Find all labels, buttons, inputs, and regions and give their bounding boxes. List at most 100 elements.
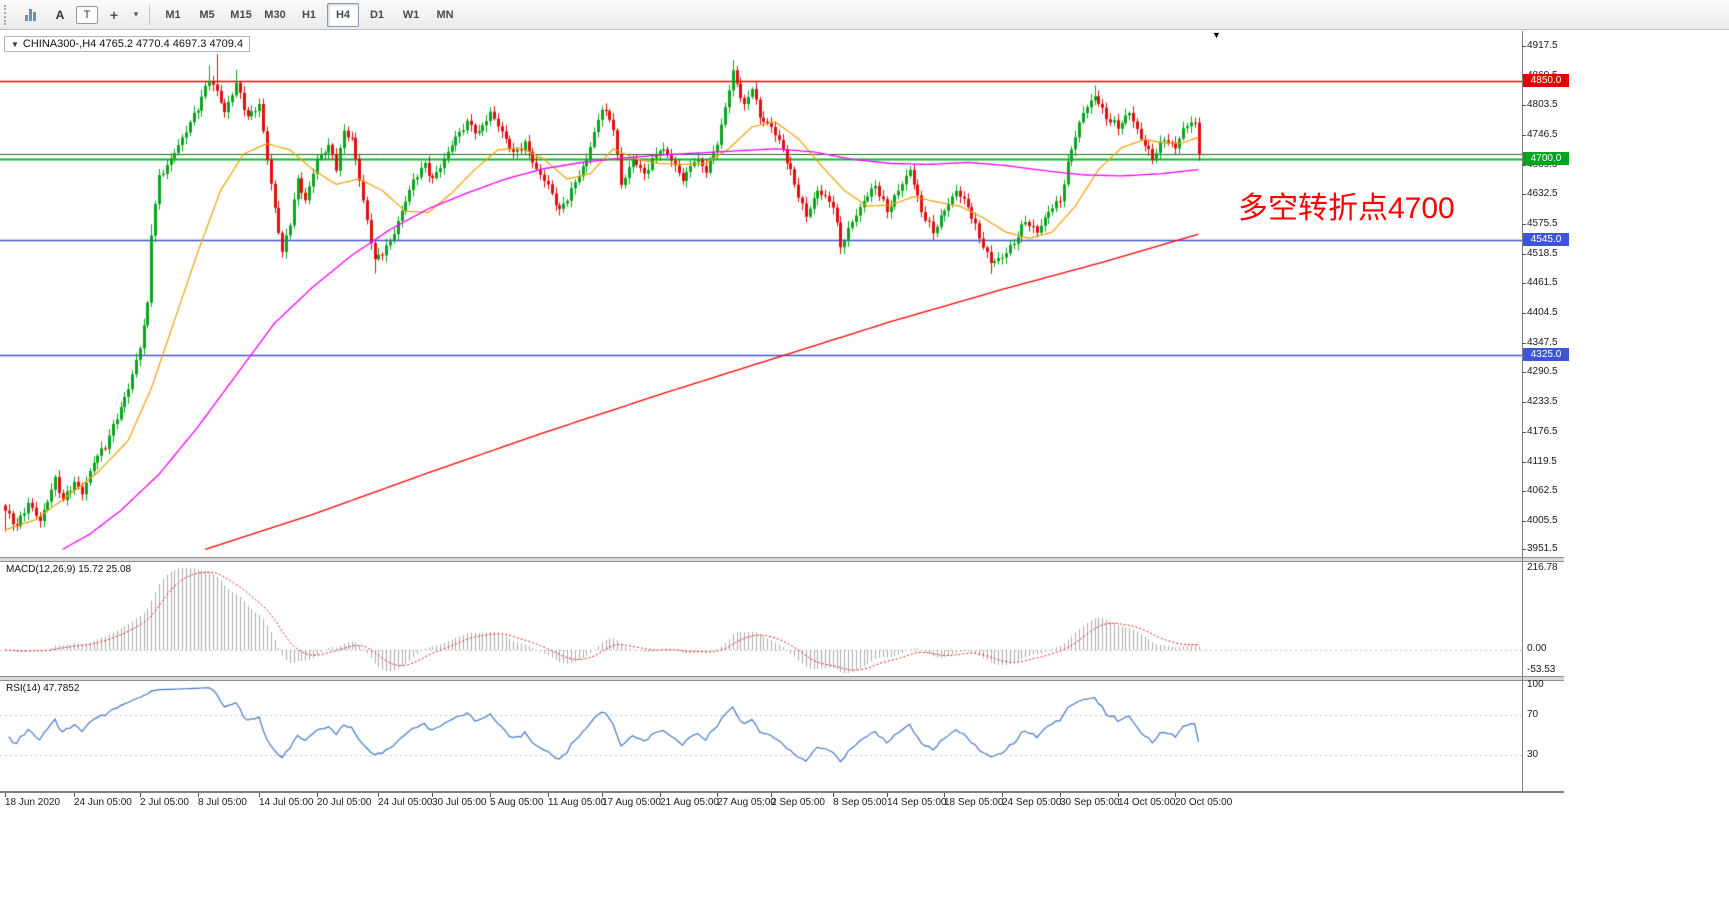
time-axis-label: 30 Jul 05:00 — [432, 797, 487, 808]
timeframe-button-m1[interactable]: M1 — [165, 8, 181, 21]
price-axis-tick — [1522, 135, 1526, 136]
timeframe-button-h1[interactable]: H1 — [301, 8, 317, 21]
price-axis-tick — [1522, 549, 1526, 550]
time-axis-label: 30 Sep 05:00 — [1060, 797, 1120, 808]
time-axis-label: 24 Jun 05:00 — [74, 797, 132, 808]
price-level-badge: 4325.0 — [1523, 348, 1569, 361]
price-axis-label: 4176.5 — [1527, 426, 1558, 437]
toolbar-drag-handle[interactable] — [4, 4, 10, 25]
time-axis-tick — [490, 793, 491, 797]
rsi-panel-canvas[interactable] — [0, 681, 1522, 791]
time-axis-tick — [140, 793, 141, 797]
collapse-triangle-icon[interactable]: ▼ — [11, 40, 19, 49]
timeframe-button-mn[interactable]: MN — [436, 8, 454, 21]
price-axis-tick — [1522, 46, 1526, 47]
time-axis-tick — [833, 793, 834, 797]
timeframe-button-d1[interactable]: D1 — [369, 8, 385, 21]
chart-title-text: CHINA300-,H4 4765.2 4770.4 4697.3 4709.4 — [22, 38, 244, 50]
chart-title-box: ▼ CHINA300-,H4 4765.2 4770.4 4697.3 4709.… — [4, 36, 251, 52]
time-axis-tick — [1002, 793, 1003, 797]
macd-indicator-label: MACD(12,26,9) 15.72 25.08 — [6, 564, 132, 575]
price-axis-label: 4746.5 — [1527, 129, 1558, 140]
price-axis-label: 4119.5 — [1527, 456, 1557, 467]
time-axis-tick — [771, 793, 772, 797]
time-axis-label: 21 Aug 05:00 — [660, 797, 719, 808]
chart-annotation-text: 多空转折点4700 — [1238, 192, 1455, 225]
timeframe-button-w1[interactable]: W1 — [402, 8, 420, 21]
panel-separator[interactable] — [0, 676, 1564, 681]
time-axis-line — [0, 791, 1564, 793]
time-axis-label: 2 Jul 05:00 — [140, 797, 189, 808]
time-axis-label: 27 Aug 05:00 — [717, 797, 776, 808]
crosshair-tool[interactable]: + — [109, 6, 119, 23]
price-axis-tick — [1522, 224, 1526, 225]
timeframe-button-group: M1 M5 M15 M30 H1 H4 D1 W1 MN — [156, 2, 462, 27]
time-axis-tick — [432, 793, 433, 797]
time-axis-tick — [548, 793, 549, 797]
time-axis-tick — [5, 793, 6, 797]
time-axis-tick — [1060, 793, 1061, 797]
price-level-badge: 4545.0 — [1523, 233, 1569, 246]
price-axis-tick — [1522, 313, 1526, 314]
text-box-tool[interactable]: T — [76, 5, 98, 24]
bar-chart-icon[interactable] — [16, 3, 44, 27]
price-axis-tick — [1522, 462, 1526, 463]
time-axis-tick — [74, 793, 75, 797]
price-axis-label: 4404.5 — [1527, 307, 1558, 318]
time-axis-tick — [378, 793, 379, 797]
time-axis-tick — [198, 793, 199, 797]
time-axis-tick — [944, 793, 945, 797]
price-axis-tick — [1522, 165, 1526, 166]
time-axis-label: 24 Sep 05:00 — [1002, 797, 1062, 808]
macd-axis-label: 0.00 — [1527, 643, 1547, 654]
macd-panel-canvas[interactable] — [0, 562, 1522, 676]
timeframe-button-m5[interactable]: M5 — [199, 8, 215, 21]
price-axis-label: 3951.5 — [1527, 543, 1558, 554]
macd-axis-label: -53.53 — [1527, 664, 1556, 675]
toolbar-separator — [149, 4, 150, 25]
text-label-tool[interactable]: A — [55, 7, 65, 22]
price-axis-tick — [1522, 491, 1526, 492]
time-axis-label: 17 Aug 05:00 — [602, 797, 661, 808]
timeframe-button-m30[interactable]: M30 — [264, 8, 286, 21]
scroll-position-icon[interactable]: ▼ — [1212, 30, 1221, 40]
time-axis-tick — [717, 793, 718, 797]
price-axis-tick — [1522, 105, 1526, 106]
rsi-axis-label: 30 — [1527, 749, 1539, 760]
timeframe-button-h4[interactable]: H4 — [327, 2, 359, 27]
price-axis-label: 4062.5 — [1527, 485, 1558, 496]
time-axis-label: 18 Sep 05:00 — [944, 797, 1004, 808]
time-axis-tick — [1175, 793, 1176, 797]
price-axis-label: 4632.5 — [1527, 188, 1558, 199]
time-axis-label: 8 Sep 05:00 — [833, 797, 887, 808]
price-axis-label: 4290.5 — [1527, 366, 1558, 377]
time-axis-label: 14 Jul 05:00 — [259, 797, 314, 808]
price-axis-tick — [1522, 283, 1526, 284]
timeframe-button-m15[interactable]: M15 — [230, 8, 252, 21]
time-axis-label: 5 Aug 05:00 — [490, 797, 544, 808]
time-axis-label: 14 Oct 05:00 — [1118, 797, 1176, 808]
price-axis-label: 4575.5 — [1527, 218, 1558, 229]
price-chart-canvas[interactable] — [0, 31, 1522, 557]
price-level-badge: 4850.0 — [1523, 74, 1569, 87]
time-axis-tick — [317, 793, 318, 797]
panel-separator[interactable] — [0, 557, 1564, 562]
price-axis-line — [1522, 31, 1523, 793]
price-axis-tick — [1522, 402, 1526, 403]
price-axis-tick — [1522, 432, 1526, 433]
rsi-indicator-label: RSI(14) 47.7852 — [6, 683, 80, 694]
price-axis-label: 4917.5 — [1527, 40, 1558, 51]
time-axis-tick — [259, 793, 260, 797]
price-axis-label: 4461.5 — [1527, 277, 1558, 288]
price-axis-label: 4803.5 — [1527, 99, 1558, 110]
bar-chart-icon-glyph — [24, 8, 36, 21]
time-axis-tick — [887, 793, 888, 797]
tools-dropdown-caret[interactable]: ▾ — [133, 9, 139, 19]
price-axis-tick — [1522, 254, 1526, 255]
price-axis-tick — [1522, 343, 1526, 344]
time-axis-label: 20 Oct 05:00 — [1175, 797, 1233, 808]
time-axis-label: 8 Jul 05:00 — [198, 797, 247, 808]
time-axis-tick — [660, 793, 661, 797]
price-axis-tick — [1522, 521, 1526, 522]
time-axis-label: 11 Aug 05:00 — [548, 797, 607, 808]
